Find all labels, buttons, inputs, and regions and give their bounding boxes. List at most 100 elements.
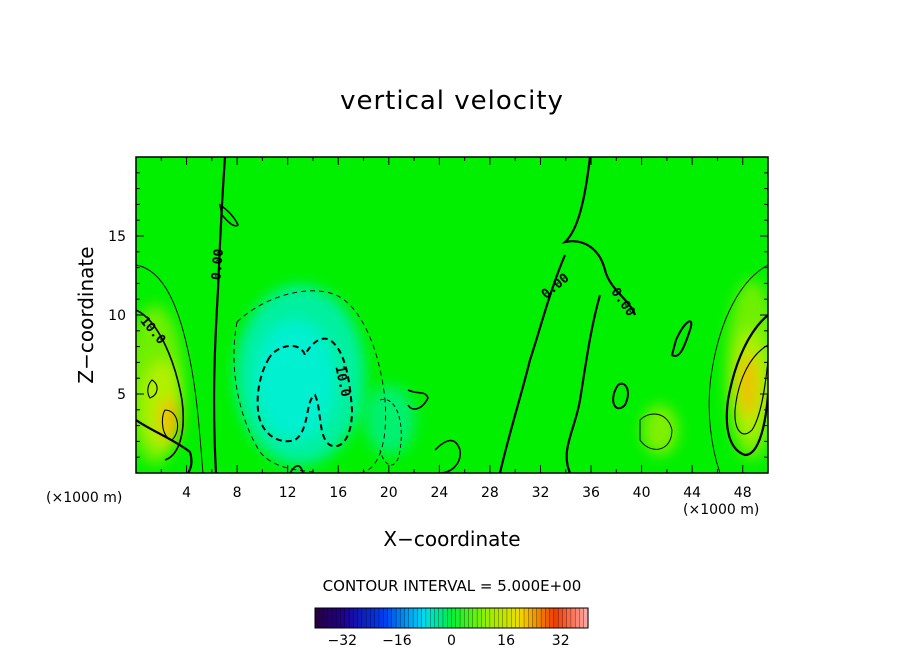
colorbar-swatch [348,607,354,629]
colorbar-swatch [314,607,320,629]
colorbar-swatch [562,607,568,629]
negative-contour-10 [256,337,354,448]
chart-title: vertical velocity [340,86,564,116]
positive-contour-right-15 [734,344,768,435]
colorbar-swatch [417,607,423,629]
colorbar-swatch [540,607,546,629]
colorbar-swatch [366,607,372,629]
colorbar-swatch [523,607,529,629]
x-tick-label: 40 [633,485,651,501]
colorbar-swatch [353,607,359,629]
colorbar-swatch [464,607,470,629]
zero-contour-left [212,157,227,473]
colorbar-swatch [447,607,453,629]
contour-interval-label: CONTOUR INTERVAL = 5.000E+00 [322,577,582,595]
colorbar-swatch [383,607,389,629]
colorbar-swatch [357,607,363,629]
colorbar-swatch [481,607,487,629]
contour-lines [136,157,768,473]
x-tick-label: 8 [233,485,242,501]
colorbar-swatch [545,607,551,629]
colorbar-swatch [532,607,538,629]
zero-contour-small [407,389,429,410]
negative-contour-minor [379,398,402,466]
field-anomalies [136,280,768,465]
colorbar-swatch [404,607,410,629]
x-tick-label: 36 [582,485,600,501]
colorbar-swatch [442,607,448,629]
x-tick-label: 48 [734,485,752,501]
colorbar-swatch [378,607,384,629]
colorbar-swatch [387,607,393,629]
negative-contour-outer [233,290,387,473]
colorbar-frame [314,607,589,629]
y-tick-label: 5 [117,387,126,403]
colorbar-swatch [374,607,380,629]
x-tick-label: 4 [182,485,191,501]
colorbar-swatch [331,607,337,629]
colorbar-swatch [485,607,491,629]
colorbar-swatch [430,607,435,629]
colorbar-swatch [459,607,465,629]
colorbar-tick-label: 16 [497,633,515,649]
zero-contour-right-a [561,157,637,316]
zero-contour-right-c [565,294,602,473]
contour-label: 10.0 [331,364,352,398]
zero-contour-right-b [498,254,567,473]
colorbar-swatch [412,607,418,629]
minor-downdraft [365,385,415,455]
x-axis-label: X−coordinate [383,527,521,551]
x-unit-label-left: (×1000 m) [46,490,123,506]
colorbar-tick-label: 0 [447,633,456,649]
colorbar-swatch [502,607,508,629]
x-tick-label: 16 [329,485,347,501]
colorbar-swatch [575,607,581,629]
colorbar-swatch [536,607,542,629]
colorbar-swatch [472,607,478,629]
x-unit-label-right: (×1000 m) [683,502,760,518]
colorbar-tick-label: −32 [328,633,358,649]
colorbar-swatch [344,607,350,629]
zero-contour-small-2 [434,439,461,473]
colorbar-swatch [319,607,325,629]
zero-contour-island-2 [612,382,629,410]
positive-contour-left-outer [136,264,204,473]
positive-contour-right-outer [708,264,768,473]
colorbar-swatch [519,607,525,629]
colorbar-swatch [327,607,333,629]
positive-contour-left-15b [161,409,179,441]
colorbar-swatch [566,607,572,629]
colorbar-swatch [391,607,397,629]
x-tick-label: 44 [683,485,701,501]
positive-contour-left-10 [136,309,184,461]
right-minor-updraft [642,405,678,455]
zero-contour-left-lower [136,419,193,473]
colorbar-swatch [361,607,367,629]
x-tick-label: 12 [279,485,297,501]
downdraft-core [255,320,335,440]
colorbar-swatch [498,607,504,629]
colorbar-swatch [489,607,495,629]
positive-contour-left-15 [147,379,158,399]
x-tick-label: 32 [532,485,550,501]
colorbar-swatch [579,607,585,629]
x-tick-label: 28 [481,485,499,501]
colorbar-swatch [340,607,346,629]
colorbar-swatch [494,607,499,629]
positive-contour-right-minor [639,413,673,450]
colorbar-tick-label: −16 [382,633,412,649]
colorbar-swatch [434,607,440,629]
colorbar-swatch [511,607,517,629]
x-tick-label: 20 [380,485,398,501]
colorbar-swatch [408,607,414,629]
colorbar-swatch [336,607,342,629]
colorbar-tick-label: 32 [552,633,570,649]
colorbar-swatch [553,607,559,629]
y-tick-label: 15 [108,229,126,245]
colorbar-swatch [438,607,444,629]
colorbar-swatch [455,607,461,629]
colorbar-swatch [476,607,482,629]
